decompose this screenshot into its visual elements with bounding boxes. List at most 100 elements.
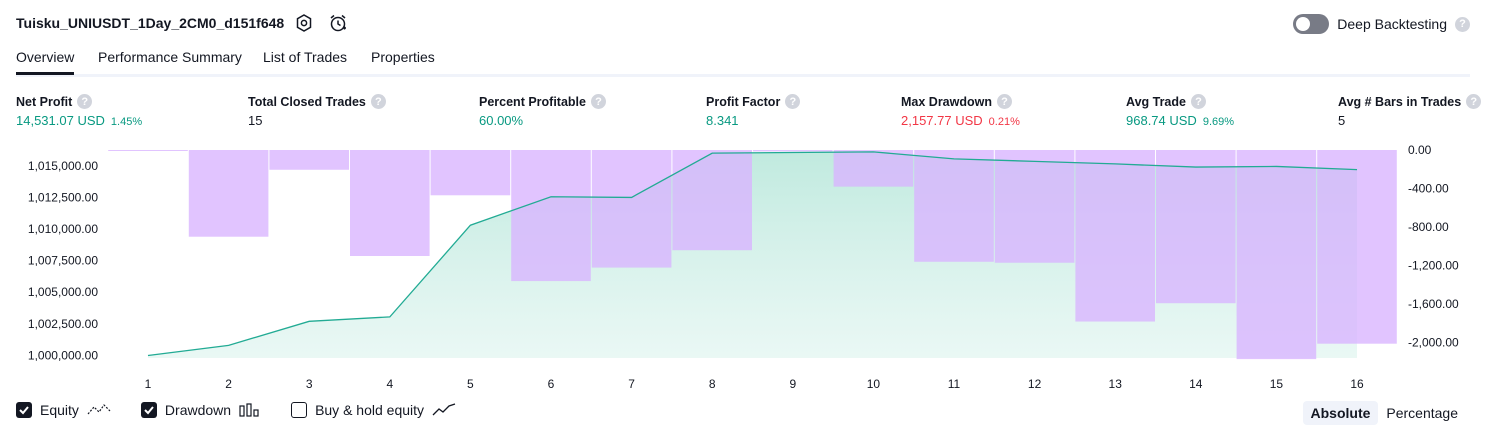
checkbox-checked[interactable] (140, 402, 157, 418)
metric-value: 5 (1338, 113, 1346, 128)
equity-checkbox[interactable]: Equity (16, 402, 111, 418)
value-mode-switch: Absolute Percentage (1302, 401, 1467, 425)
y-left-tick-label: 1,015,000.00 (28, 159, 98, 173)
metric-label: Profit Factor (706, 94, 781, 109)
y-right-tick-label: -800.00 (1408, 220, 1449, 234)
x-tick-label: 4 (386, 377, 393, 391)
x-tick-label: 3 (306, 377, 313, 391)
drawdown-bar (1156, 150, 1236, 304)
drawdown-bar (1075, 150, 1155, 322)
tab-list-of-trades[interactable]: List of Trades (263, 49, 348, 65)
deep-backtesting-label: Deep Backtesting (1337, 16, 1447, 32)
equity-series-icon (87, 404, 111, 415)
info-icon[interactable]: ? (785, 94, 801, 109)
drawdown-bar (833, 150, 914, 187)
y-right-tick-label: -400.00 (1408, 182, 1449, 196)
drawdown-bar (753, 150, 833, 152)
y-left-tick-label: 1,012,500.00 (28, 190, 98, 204)
tab-properties[interactable]: Properties (371, 49, 435, 65)
x-tick-label: 2 (225, 377, 232, 391)
drawdown-bar (914, 150, 994, 262)
y-right-tick-label: -1,200.00 (1408, 259, 1459, 273)
drawdown-bar (269, 150, 349, 170)
drawdown-checkbox[interactable]: Drawdown (140, 402, 261, 418)
drawdown-bar (511, 150, 591, 282)
x-tick-label: 11 (948, 377, 961, 391)
x-tick-label: 8 (709, 377, 716, 391)
info-icon[interactable]: ? (1466, 94, 1482, 109)
y-left-tick-label: 1,010,000.00 (28, 222, 98, 236)
metric-value: 2,157.77 USD (901, 113, 983, 128)
metric-avg-trade: Avg Trade? 968.74 USD 9.69% (1126, 94, 1234, 128)
metric-value: 14,531.07 USD (16, 113, 105, 128)
metric-profit-factor: Profit Factor? 8.341 (706, 94, 801, 128)
x-tick-label: 6 (548, 377, 555, 391)
checkbox-checked[interactable] (16, 402, 32, 418)
info-icon[interactable]: ? (370, 94, 386, 109)
x-tick-label: 14 (1189, 377, 1203, 391)
info-icon[interactable]: ? (997, 94, 1012, 109)
x-tick-label: 12 (1028, 377, 1042, 391)
y-left-tick-label: 1,000,000.00 (28, 348, 98, 362)
deep-backtesting-toggle[interactable] (1293, 14, 1330, 34)
buy-hold-checkbox[interactable]: Buy & hold equity (291, 402, 456, 418)
metric-label: Max Drawdown (901, 94, 992, 109)
equity-line (147, 151, 1358, 357)
y-right-tick-label: -1,600.00 (1408, 297, 1459, 311)
x-tick-label: 16 (1350, 377, 1364, 391)
drawdown-bar (188, 150, 269, 237)
drawdown-bar (591, 150, 672, 268)
tab-performance-summary[interactable]: Performance Summary (98, 49, 242, 65)
drawdown-bar (672, 150, 752, 251)
x-tick-label: 13 (1109, 377, 1123, 391)
metric-net-profit: Net Profit? 14,531.07 USD 1.45% (16, 94, 142, 128)
x-tick-label: 7 (628, 377, 635, 391)
strategy-header: Tuisku_UNIUSDT_1Day_2CM0_d151f648 Deep B… (16, 12, 1470, 36)
x-tick-label: 5 (467, 377, 474, 391)
drawdown-bar (1317, 150, 1397, 344)
y-left-tick-label: 1,005,000.00 (28, 285, 98, 299)
metric-value: 8.341 (706, 113, 739, 128)
x-tick-label: 1 (145, 377, 152, 391)
metric-percent: 1.45% (110, 116, 143, 128)
y-right-tick-label: -2,000.00 (1408, 336, 1459, 350)
info-icon[interactable]: ? (1190, 94, 1206, 109)
drawdown-bar (430, 150, 511, 196)
y-left-tick-label: 1,002,500.00 (28, 317, 98, 331)
help-icon[interactable]: ? (1455, 16, 1470, 32)
strategy-title: Tuisku_UNIUSDT_1Day_2CM0_d151f648 (16, 15, 285, 31)
x-tick-label: 15 (1270, 377, 1284, 391)
tab-overview[interactable]: Overview (16, 49, 75, 75)
buy-hold-series-icon (432, 403, 456, 416)
metric-avg-bars: Avg # Bars in Trades? 5 (1338, 94, 1482, 128)
percentage-button[interactable]: Percentage (1386, 405, 1458, 421)
settings-icon[interactable] (293, 12, 315, 34)
absolute-button[interactable]: Absolute (1302, 401, 1379, 425)
metric-total-closed-trades: Total Closed Trades? 15 (248, 94, 386, 128)
metric-label: Avg Trade (1126, 94, 1186, 109)
metric-value: 15 (248, 113, 263, 128)
alert-clock-icon[interactable] (327, 12, 349, 34)
info-icon[interactable]: ? (590, 94, 606, 109)
metric-label: Total Closed Trades (248, 94, 366, 109)
drawdown-label: Drawdown (164, 402, 232, 418)
metric-value: 968.74 USD (1126, 113, 1197, 128)
metric-percent: 9.69% (1202, 116, 1235, 128)
drawdown-bar (108, 150, 188, 151)
metric-label: Percent Profitable (479, 94, 586, 109)
drawdown-bar (350, 150, 430, 256)
tab-bar: Overview Performance Summary List of Tra… (16, 42, 1470, 77)
metric-max-drawdown: Max Drawdown? 2,157.77 USD 0.21% (901, 94, 1020, 128)
drawdown-bar (1236, 150, 1317, 360)
x-tick-label: 9 (789, 377, 796, 391)
x-tick-label: 10 (867, 377, 881, 391)
equity-drawdown-chart: 1,015,000.00 1,012,500.00 1,010,000.00 1,00… (28, 143, 1459, 391)
checkbox-unchecked[interactable] (291, 402, 308, 418)
metric-percent-profitable: Percent Profitable? 60.00% (479, 94, 606, 128)
drawdown-bar (994, 150, 1075, 263)
metric-percent: 0.21% (988, 116, 1020, 128)
info-icon[interactable]: ? (77, 94, 93, 109)
equity-label: Equity (40, 402, 79, 418)
y-right-tick-label: 0.00 (1408, 143, 1432, 157)
deep-backtesting: Deep Backtesting ? (1293, 14, 1470, 34)
